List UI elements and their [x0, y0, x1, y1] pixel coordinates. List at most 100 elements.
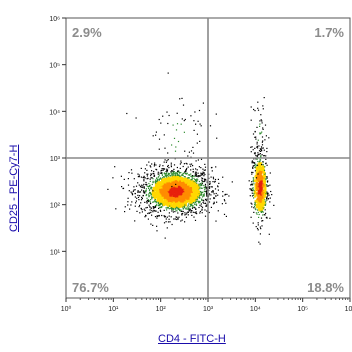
event-dot — [148, 185, 150, 188]
event-dot — [197, 172, 199, 174]
event-dot — [188, 207, 190, 209]
event-dot — [173, 198, 176, 202]
event-dot — [256, 200, 259, 203]
event-dot — [197, 190, 200, 193]
event-dot — [168, 114, 170, 117]
event-dot — [260, 183, 264, 187]
event-dot — [254, 170, 256, 172]
event-dot — [160, 170, 162, 172]
event-dot — [201, 198, 203, 200]
event-dot — [157, 211, 159, 213]
event-dot — [261, 163, 263, 166]
event-dot — [181, 214, 183, 216]
event-dot — [133, 189, 135, 191]
event-dot — [186, 163, 188, 165]
event-dot — [155, 131, 157, 133]
event-dot — [264, 166, 266, 168]
event-dot — [203, 184, 205, 187]
event-dot — [150, 166, 152, 168]
event-dot — [195, 204, 198, 206]
event-dot — [203, 194, 205, 196]
event-dot — [194, 207, 196, 209]
event-dot — [262, 211, 264, 213]
event-dot — [176, 112, 178, 114]
event-dot — [185, 213, 187, 215]
event-dot — [199, 123, 201, 125]
event-dot — [182, 206, 184, 208]
event-dot — [257, 101, 259, 103]
event-dot — [179, 175, 181, 177]
event-dot — [140, 207, 142, 209]
event-dot — [255, 167, 257, 169]
event-dot — [163, 192, 166, 196]
event-dot — [215, 166, 217, 168]
event-dot — [146, 185, 148, 187]
event-dot — [184, 188, 187, 191]
event-dot — [257, 195, 261, 198]
event-dot — [261, 200, 264, 203]
event-dot — [150, 173, 153, 175]
event-dot — [261, 154, 263, 156]
event-dot — [196, 178, 198, 180]
event-dot — [165, 207, 167, 209]
event-dot — [107, 188, 109, 190]
event-dot — [256, 204, 259, 207]
event-dot — [188, 189, 191, 193]
event-dot — [201, 209, 203, 211]
event-dot — [150, 199, 152, 201]
event-dot — [265, 193, 267, 195]
event-dot — [181, 202, 185, 205]
event-dot — [204, 163, 206, 165]
y-axis-ticks: 10¹ 10² 10³ 10⁴ 10⁵ 10⁶ — [49, 16, 66, 256]
event-dot — [178, 174, 180, 176]
event-dot — [265, 178, 267, 180]
y-tick-label: 10³ — [50, 156, 61, 163]
event-dot — [225, 215, 227, 217]
event-dot — [137, 182, 139, 184]
event-dot — [196, 180, 198, 182]
event-dot — [204, 209, 206, 211]
event-dot — [163, 222, 166, 224]
event-dot — [257, 173, 259, 175]
event-dot — [201, 212, 203, 214]
event-dot — [260, 148, 262, 151]
event-dot — [169, 205, 171, 207]
event-dot — [162, 169, 164, 171]
event-dot — [208, 211, 210, 214]
event-dot — [178, 171, 180, 173]
event-dot — [133, 178, 135, 180]
event-dot — [141, 196, 143, 198]
event-dot — [262, 198, 265, 201]
event-dot — [193, 194, 196, 197]
event-dot — [166, 209, 168, 211]
event-dot — [157, 215, 159, 217]
event-dot — [223, 199, 225, 201]
event-dot — [217, 210, 219, 212]
event-dot — [203, 193, 205, 195]
x-axis-label[interactable]: CD4 - FITC-H — [158, 333, 226, 345]
event-dot — [137, 173, 139, 175]
event-dot — [202, 102, 204, 104]
event-dot — [263, 195, 267, 198]
event-dot — [151, 197, 153, 199]
event-dot — [193, 120, 195, 122]
event-dot — [175, 199, 179, 203]
event-dot — [170, 166, 172, 168]
event-dot — [199, 210, 201, 213]
event-dot — [201, 181, 203, 183]
event-dot — [223, 213, 226, 215]
event-dot — [182, 165, 184, 168]
event-dot — [172, 190, 175, 193]
y-axis-label[interactable]: CD25 - PE-Cy7-H — [8, 144, 20, 232]
event-dot — [187, 187, 190, 190]
event-dot — [262, 170, 265, 174]
event-dot — [181, 184, 184, 188]
event-dot — [258, 241, 260, 243]
event-dot — [255, 165, 257, 167]
event-dot — [260, 146, 263, 148]
event-dot — [200, 205, 202, 207]
event-dot — [195, 175, 198, 177]
event-dot — [192, 165, 194, 167]
event-dot — [261, 131, 263, 133]
event-dot — [164, 177, 167, 181]
